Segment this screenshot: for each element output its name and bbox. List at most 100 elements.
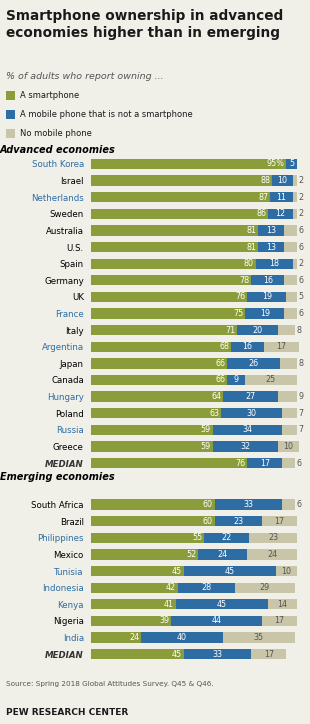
Text: 32: 32: [240, 442, 250, 451]
Text: 6: 6: [296, 500, 301, 509]
Bar: [251, 649, 286, 660]
Bar: [91, 375, 227, 385]
Bar: [91, 325, 237, 335]
Text: 60: 60: [203, 517, 213, 526]
Text: 6: 6: [296, 458, 301, 468]
Bar: [198, 550, 247, 560]
Text: 11: 11: [276, 193, 286, 202]
Text: 20: 20: [253, 326, 263, 334]
Bar: [91, 308, 245, 319]
Text: 19: 19: [260, 309, 270, 318]
Text: 40: 40: [177, 633, 187, 642]
Text: 17: 17: [276, 342, 286, 351]
Text: Smartphone ownership in advanced
economies higher than in emerging: Smartphone ownership in advanced economi…: [6, 9, 283, 40]
Bar: [175, 599, 268, 610]
Text: 5: 5: [289, 159, 294, 169]
Bar: [247, 458, 282, 468]
Bar: [141, 632, 223, 643]
Text: 8: 8: [298, 359, 303, 368]
Bar: [91, 550, 198, 560]
Bar: [91, 225, 258, 235]
Bar: [278, 325, 294, 335]
Bar: [91, 408, 221, 418]
Bar: [91, 292, 247, 302]
Bar: [250, 533, 297, 543]
Text: 76: 76: [236, 458, 246, 468]
Bar: [270, 192, 293, 202]
Text: 39: 39: [160, 616, 170, 626]
Bar: [91, 358, 227, 369]
Text: 5: 5: [298, 292, 303, 301]
Bar: [293, 175, 297, 186]
Bar: [223, 632, 294, 643]
Bar: [91, 258, 256, 269]
Text: 64: 64: [211, 392, 221, 401]
Bar: [286, 159, 297, 169]
Bar: [91, 533, 204, 543]
Bar: [268, 209, 293, 219]
Text: 28: 28: [201, 584, 211, 592]
Text: Source: Spring 2018 Global Attitudes Survey. Q45 & Q46.: Source: Spring 2018 Global Attitudes Sur…: [6, 681, 214, 686]
Text: 34: 34: [242, 425, 252, 434]
Text: 33: 33: [243, 500, 253, 509]
Bar: [231, 342, 264, 352]
Text: 9: 9: [298, 392, 303, 401]
Text: 60: 60: [203, 500, 213, 509]
Text: 87: 87: [258, 193, 268, 202]
Bar: [91, 242, 258, 252]
Bar: [227, 375, 245, 385]
Bar: [293, 258, 297, 269]
Text: 22: 22: [222, 534, 232, 542]
Bar: [221, 408, 282, 418]
Bar: [284, 225, 297, 235]
Bar: [282, 458, 294, 468]
Text: % of adults who report owning ...: % of adults who report owning ...: [6, 72, 164, 81]
Bar: [278, 442, 299, 452]
Bar: [91, 275, 251, 285]
Text: 45: 45: [217, 599, 227, 609]
Bar: [91, 516, 215, 526]
Bar: [178, 583, 235, 593]
Text: 13: 13: [266, 226, 276, 235]
Bar: [276, 566, 297, 576]
Text: 35: 35: [254, 633, 264, 642]
Bar: [247, 292, 286, 302]
Bar: [215, 516, 262, 526]
Text: 6: 6: [298, 276, 303, 285]
Text: Emerging economies: Emerging economies: [0, 472, 115, 482]
Bar: [91, 500, 215, 510]
Text: 9: 9: [233, 376, 239, 384]
Text: 8: 8: [296, 326, 301, 334]
Bar: [284, 275, 297, 285]
Bar: [262, 616, 297, 626]
Text: 12: 12: [275, 209, 285, 219]
Text: 71: 71: [225, 326, 236, 334]
Bar: [91, 649, 184, 660]
Text: 2: 2: [298, 193, 303, 202]
Text: 78: 78: [240, 276, 250, 285]
Text: 59: 59: [201, 442, 211, 451]
Text: 10: 10: [283, 442, 294, 451]
Text: 52: 52: [186, 550, 197, 559]
Text: PEW RESEARCH CENTER: PEW RESEARCH CENTER: [6, 708, 128, 717]
Text: 80: 80: [244, 259, 254, 268]
Text: 41: 41: [164, 599, 174, 609]
Bar: [237, 325, 278, 335]
Text: 29: 29: [260, 584, 270, 592]
Text: 17: 17: [260, 458, 270, 468]
Bar: [171, 616, 262, 626]
Bar: [284, 308, 297, 319]
Bar: [282, 425, 297, 435]
Bar: [91, 175, 272, 186]
Bar: [91, 392, 223, 402]
Bar: [251, 275, 284, 285]
Text: 24: 24: [267, 550, 277, 559]
Text: 81: 81: [246, 243, 256, 251]
Text: 45: 45: [225, 567, 235, 576]
Bar: [245, 308, 284, 319]
Text: 42: 42: [166, 584, 176, 592]
Bar: [280, 358, 297, 369]
Text: 10: 10: [281, 567, 291, 576]
Bar: [264, 342, 299, 352]
Text: 68: 68: [219, 342, 229, 351]
